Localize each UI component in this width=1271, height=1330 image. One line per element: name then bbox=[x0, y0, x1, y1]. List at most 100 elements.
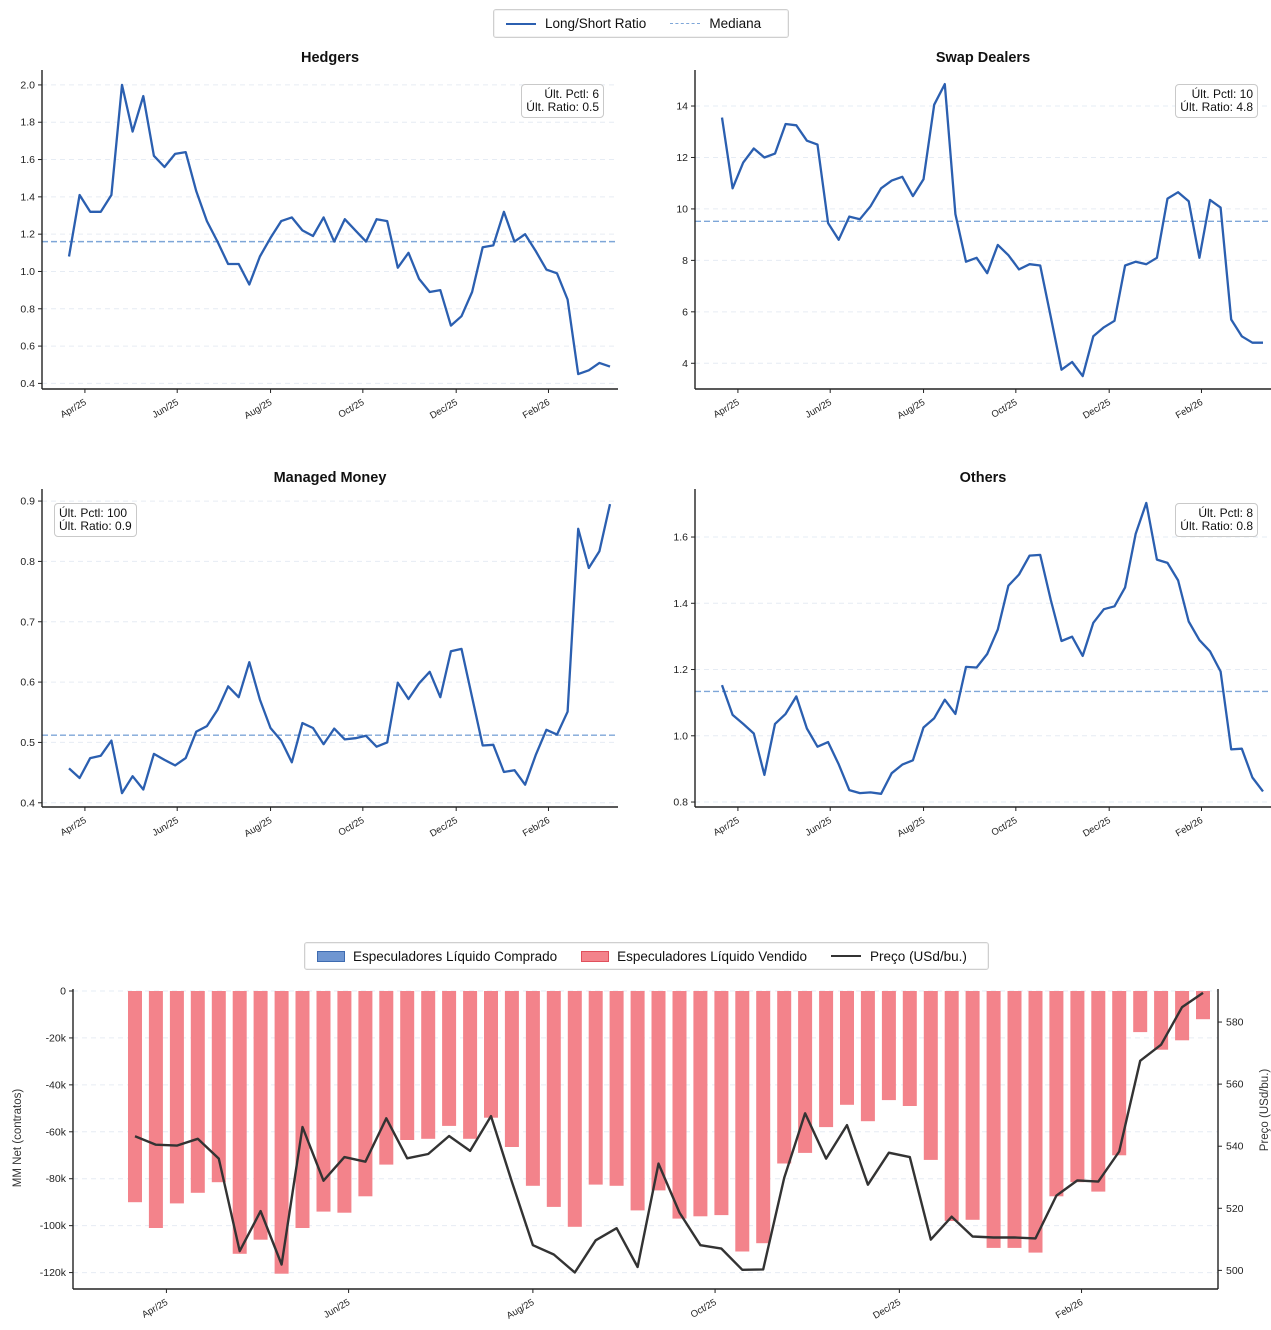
short-bar bbox=[693, 991, 708, 1217]
short-bar bbox=[148, 991, 163, 1228]
panel-title-swap-dealers: Swap Dealers bbox=[936, 50, 1030, 66]
xtick-label-swap-dealers: Dec/25 bbox=[1081, 397, 1113, 422]
ytick-label-mm: -120k bbox=[40, 1267, 67, 1279]
short-bar bbox=[421, 991, 436, 1139]
short-bar bbox=[358, 991, 373, 1197]
short-bar bbox=[588, 991, 603, 1185]
short-bar bbox=[840, 991, 854, 1105]
short-bar bbox=[253, 991, 268, 1240]
ytick-label-swap-dealers: 14 bbox=[676, 101, 688, 113]
xtick-label-hedgers: Feb/26 bbox=[521, 397, 552, 421]
ytick-label-hedgers: 1.0 bbox=[20, 266, 35, 278]
y2tick-label-price: 500 bbox=[1226, 1265, 1244, 1277]
legend-long-label: Especuladores Líquido Comprado bbox=[353, 948, 558, 964]
short-bar bbox=[881, 991, 896, 1101]
short-bar bbox=[211, 991, 226, 1183]
price-line-swatch bbox=[831, 955, 862, 957]
short-bar bbox=[442, 991, 457, 1126]
ytick-label-managed-money: 0.8 bbox=[20, 556, 35, 568]
stat-ratio-managed-money: Últ. Ratio: 0.9 bbox=[59, 519, 132, 533]
short-bar bbox=[672, 991, 687, 1219]
short-bar bbox=[777, 991, 792, 1164]
ytick-label-hedgers: 2.0 bbox=[20, 79, 35, 91]
xtick-label-swap-dealers: Jun/25 bbox=[803, 397, 833, 421]
ytick-label-others: 0.8 bbox=[673, 797, 688, 809]
short-bar bbox=[1091, 991, 1106, 1192]
chart-managed-money: Managed Money 0.4 0.5 0.6 0.7 0.8 0.9 Apr/25 Jun… bbox=[20, 470, 618, 840]
short-swatch bbox=[581, 950, 610, 962]
ytick-label-mm: -20k bbox=[46, 1032, 67, 1044]
xtick-label-others: Oct/25 bbox=[990, 815, 1020, 839]
ytick-label-hedgers: 1.2 bbox=[20, 229, 35, 241]
panel-title-managed-money: Managed Money bbox=[274, 470, 387, 486]
xtick-label-others: Apr/25 bbox=[712, 815, 742, 839]
short-bar bbox=[819, 991, 834, 1128]
short-bar bbox=[1028, 991, 1043, 1253]
ytick-label-hedgers: 1.4 bbox=[20, 191, 35, 203]
ytick-label-managed-money: 0.5 bbox=[20, 737, 35, 749]
stat-ratio-swap-dealers: Últ. Ratio: 4.8 bbox=[1180, 100, 1253, 114]
short-bar bbox=[965, 991, 980, 1220]
y2tick-label-price: 540 bbox=[1226, 1141, 1244, 1153]
ytick-label-others: 1.2 bbox=[673, 664, 688, 676]
stat-box-managed-money: Últ. Pctl: 100 Últ. Ratio: 0.9 bbox=[54, 503, 137, 537]
chart-hedgers: Hedgers 0.4 0.6 0.8 1.0 1.2 1.4 1.6 1.8 2.0 Apr/25… bbox=[20, 50, 618, 422]
short-bar bbox=[295, 991, 310, 1228]
ytick-label-mm: 0 bbox=[60, 986, 66, 998]
panel-title-others: Others bbox=[960, 470, 1007, 486]
short-bar bbox=[504, 991, 519, 1147]
short-bar bbox=[735, 991, 750, 1252]
stat-pctl-others: Últ. Pctl: 8 bbox=[1198, 506, 1253, 520]
ytick-label-hedgers: 0.6 bbox=[20, 341, 35, 353]
xtick-label-mm: Jun/25 bbox=[322, 1297, 352, 1321]
legend-item-long: Especuladores Líquido Comprado bbox=[317, 949, 557, 964]
ytick-label-mm: -80k bbox=[46, 1173, 67, 1185]
ytick-label-mm: -100k bbox=[40, 1220, 67, 1232]
xtick-label-hedgers: Oct/25 bbox=[337, 397, 367, 421]
ytick-label-swap-dealers: 8 bbox=[682, 255, 688, 267]
xtick-label-others: Dec/25 bbox=[1081, 815, 1113, 840]
stat-pctl-swap-dealers: Últ. Pctl: 10 bbox=[1191, 87, 1253, 101]
ytick-label-others: 1.4 bbox=[673, 598, 688, 610]
short-bar bbox=[1070, 991, 1085, 1183]
short-bar bbox=[128, 991, 142, 1203]
short-bar bbox=[567, 991, 582, 1227]
xtick-label-others: Aug/25 bbox=[895, 815, 927, 840]
bottom-legend: Especuladores Líquido Comprado Especulad… bbox=[304, 942, 989, 970]
short-bar bbox=[379, 991, 394, 1165]
short-bar bbox=[1049, 991, 1064, 1197]
short-bar bbox=[1112, 991, 1127, 1156]
median-line-swatch bbox=[670, 23, 701, 24]
price-line bbox=[134, 991, 1204, 1274]
legend-short-label: Especuladores Líquido Vendido bbox=[617, 948, 808, 964]
short-bar bbox=[923, 991, 938, 1160]
ytick-label-managed-money: 0.7 bbox=[20, 616, 35, 628]
legend-price-label: Preço (USd/bu.) bbox=[870, 948, 967, 964]
stat-ratio-hedgers: Últ. Ratio: 0.5 bbox=[526, 100, 599, 114]
ytick-label-mm: -40k bbox=[46, 1079, 67, 1091]
ratio-line-managed-money bbox=[68, 503, 612, 795]
ytick-label-others: 1.6 bbox=[673, 532, 688, 544]
legend-item-price: Preço (USd/bu.) bbox=[831, 949, 967, 964]
short-bar bbox=[232, 991, 247, 1254]
xtick-label-swap-dealers: Feb/26 bbox=[1174, 397, 1205, 421]
y-axis-label-mm-net: MM Net (contratos) bbox=[12, 1089, 24, 1188]
ytick-label-swap-dealers: 10 bbox=[676, 203, 688, 215]
ytick-label-hedgers: 0.8 bbox=[20, 303, 35, 315]
short-bar bbox=[860, 991, 875, 1122]
short-bar bbox=[756, 991, 771, 1244]
short-bar bbox=[169, 991, 184, 1204]
ratio-line-hedgers bbox=[67, 83, 611, 376]
xtick-label-managed-money: Oct/25 bbox=[337, 815, 367, 839]
short-bar bbox=[1196, 991, 1210, 1020]
short-bar bbox=[1007, 991, 1022, 1248]
ytick-label-hedgers: 1.6 bbox=[20, 154, 35, 166]
short-bar bbox=[609, 991, 624, 1186]
stat-box-swap-dealers: Últ. Pctl: 10 Últ. Ratio: 4.8 bbox=[1175, 84, 1258, 118]
xtick-label-managed-money: Apr/25 bbox=[59, 815, 89, 839]
xtick-label-managed-money: Aug/25 bbox=[242, 815, 274, 840]
short-bar bbox=[798, 991, 813, 1153]
ytick-label-hedgers: 1.8 bbox=[20, 117, 35, 129]
xtick-label-managed-money: Jun/25 bbox=[150, 815, 180, 839]
ytick-label-swap-dealers: 12 bbox=[676, 152, 688, 164]
